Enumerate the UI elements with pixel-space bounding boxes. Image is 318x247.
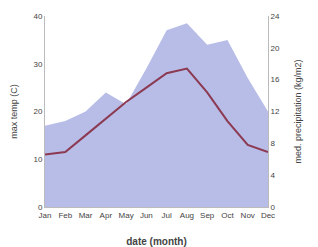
svg-text:med. precipitation (kg/m2): med. precipitation (kg/m2) [293,59,303,163]
svg-text:date (month): date (month) [126,236,187,247]
svg-text:4: 4 [271,171,276,180]
svg-text:Sep: Sep [200,211,215,220]
svg-text:8: 8 [271,139,276,148]
svg-text:max temp (C): max temp (C) [9,84,19,139]
svg-text:Jun: Jun [140,211,153,220]
svg-text:20: 20 [33,107,42,116]
svg-text:30: 30 [33,60,42,69]
svg-text:Jul: Jul [162,211,172,220]
svg-text:20: 20 [271,44,280,53]
svg-text:Nov: Nov [241,211,255,220]
svg-text:12: 12 [271,107,280,116]
svg-text:24: 24 [271,12,280,21]
svg-text:16: 16 [271,75,280,84]
svg-text:Feb: Feb [58,211,72,220]
svg-text:Aug: Aug [180,211,194,220]
svg-text:Apr: Apr [100,211,113,220]
svg-text:40: 40 [33,12,42,21]
svg-text:10: 10 [33,155,42,164]
svg-text:0: 0 [38,203,43,212]
svg-text:Mar: Mar [79,211,93,220]
svg-text:Oct: Oct [221,211,234,220]
svg-text:0: 0 [271,203,276,212]
svg-text:Dec: Dec [261,211,275,220]
svg-text:May: May [119,211,134,220]
svg-text:Jan: Jan [39,211,52,220]
